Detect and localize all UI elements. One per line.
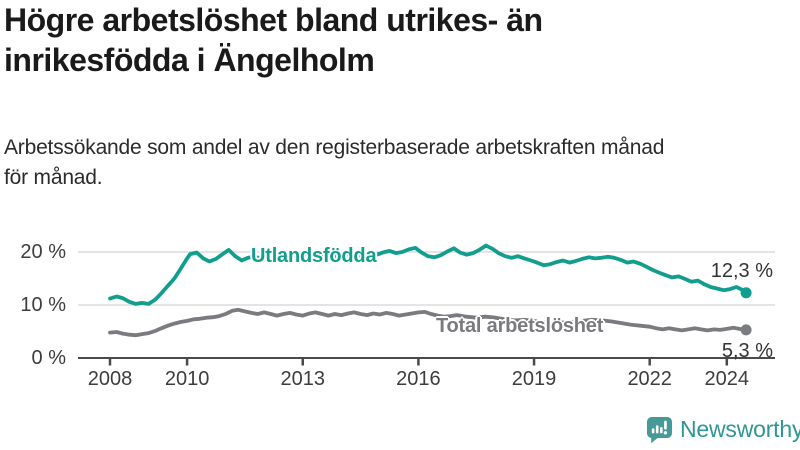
- newsworthy-logo[interactable]: Newsworthy: [646, 415, 800, 444]
- chart-subtitle-line-2: för månad.: [4, 166, 103, 189]
- series-end-dot-0: [740, 287, 752, 299]
- chart-subtitle: Arbetssökande som andel av den registerb…: [4, 133, 796, 193]
- series-label-total-arbetsloshet: Total arbetslöshet: [436, 315, 604, 337]
- chart-title-line-1: Högre arbetslöshet bland utrikes- än: [4, 2, 543, 38]
- series-line-0: [108, 243, 748, 306]
- chart-title-line-2: inrikesfödda i Ängelholm: [4, 42, 375, 78]
- series-label-utlandsfodda: Utlandsfödda: [251, 245, 377, 267]
- series-line-1: [108, 307, 748, 338]
- newsworthy-bubble-chart-icon: [647, 416, 672, 443]
- end-value-total-arbetsloshet: 5,3 %: [721, 340, 773, 362]
- series-end-dot-1: [740, 324, 752, 336]
- newsworthy-wordmark: Newsworthy: [680, 416, 800, 442]
- end-value-utlandsfodda: 12,3 %: [710, 260, 773, 282]
- chart-subtitle-line-1: Arbetssökande som andel av den registerb…: [4, 136, 665, 159]
- chart-title: Högre arbetslöshet bland utrikes- än inr…: [4, 0, 704, 80]
